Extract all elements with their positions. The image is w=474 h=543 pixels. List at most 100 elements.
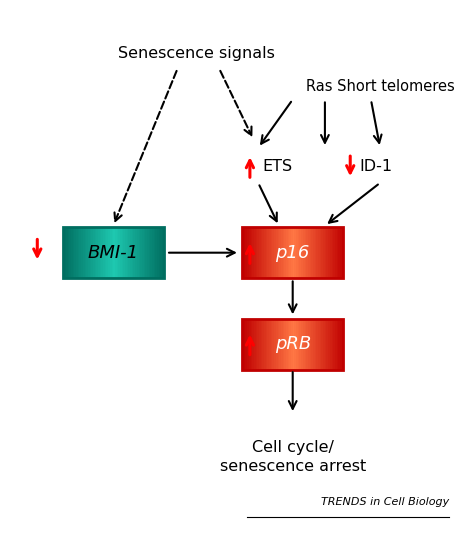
Bar [318, 227, 320, 278]
Bar [274, 319, 276, 370]
Bar [257, 227, 259, 278]
Bar [255, 319, 258, 370]
Bar [266, 227, 268, 278]
Bar [64, 227, 66, 278]
Bar [306, 319, 309, 370]
Bar [81, 227, 83, 278]
Bar [331, 227, 334, 278]
Bar [316, 319, 319, 370]
Bar [315, 227, 317, 278]
Bar [311, 227, 313, 278]
Bar [84, 227, 87, 278]
Bar [247, 319, 249, 370]
Bar [273, 227, 274, 278]
Bar [319, 227, 322, 278]
Bar [134, 227, 136, 278]
Bar [279, 227, 282, 278]
Bar [301, 227, 303, 278]
Bar [257, 319, 259, 370]
Bar [342, 227, 344, 278]
Bar [252, 319, 255, 370]
Bar [303, 319, 305, 370]
Bar [66, 227, 68, 278]
Bar [276, 227, 278, 278]
Bar [338, 319, 340, 370]
Bar [159, 227, 161, 278]
Bar [78, 227, 80, 278]
Bar [123, 227, 126, 278]
Bar [107, 227, 109, 278]
Bar [328, 319, 330, 370]
Bar [298, 319, 300, 370]
Bar [247, 227, 249, 278]
Bar [291, 227, 293, 278]
Bar [325, 227, 327, 278]
Bar [271, 319, 273, 370]
Bar [259, 227, 261, 278]
Bar [246, 227, 247, 278]
Text: BMI-1: BMI-1 [88, 244, 139, 262]
Bar [318, 319, 320, 370]
Bar [327, 319, 328, 370]
Bar [333, 319, 335, 370]
Bar [337, 319, 339, 370]
Bar [120, 227, 122, 278]
Bar [103, 227, 105, 278]
Bar [271, 227, 273, 278]
Bar [63, 227, 164, 278]
Bar [100, 227, 102, 278]
Bar [161, 227, 163, 278]
Bar [274, 227, 276, 278]
Bar [128, 227, 130, 278]
Bar [267, 319, 270, 370]
Bar [68, 227, 70, 278]
Bar [321, 227, 324, 278]
Bar [294, 227, 297, 278]
Bar [149, 227, 151, 278]
Bar [330, 227, 332, 278]
Text: Senescence signals: Senescence signals [118, 46, 274, 61]
Bar [242, 319, 244, 370]
Text: Ras Short telomeres: Ras Short telomeres [306, 79, 455, 93]
Bar [150, 227, 153, 278]
Bar [277, 319, 280, 370]
Bar [301, 319, 303, 370]
Bar [88, 227, 90, 278]
Bar [127, 227, 129, 278]
Bar [310, 319, 312, 370]
Bar [323, 319, 325, 370]
Bar [284, 319, 286, 370]
Bar [330, 319, 332, 370]
Bar [147, 227, 149, 278]
Bar [155, 227, 157, 278]
Bar [325, 319, 327, 370]
Bar [264, 227, 266, 278]
Bar [71, 227, 73, 278]
Bar [249, 319, 251, 370]
Bar [252, 227, 255, 278]
Text: pRB: pRB [274, 335, 311, 353]
Bar [83, 227, 85, 278]
Bar [306, 227, 309, 278]
Bar [73, 227, 75, 278]
Bar [122, 227, 124, 278]
Bar [244, 319, 246, 370]
Bar [293, 319, 295, 370]
Bar [74, 227, 77, 278]
Bar [264, 319, 266, 370]
Bar [304, 319, 307, 370]
Bar [331, 319, 334, 370]
Bar [146, 227, 147, 278]
Bar [279, 319, 282, 370]
Bar [142, 227, 144, 278]
Bar [111, 227, 114, 278]
Bar [340, 227, 342, 278]
Bar [281, 227, 283, 278]
Text: TRENDS in Cell Biology: TRENDS in Cell Biology [321, 497, 449, 508]
Bar [333, 227, 335, 278]
Bar [93, 227, 95, 278]
Bar [154, 227, 156, 278]
Bar [338, 227, 340, 278]
Bar [311, 319, 313, 370]
Bar [300, 227, 301, 278]
